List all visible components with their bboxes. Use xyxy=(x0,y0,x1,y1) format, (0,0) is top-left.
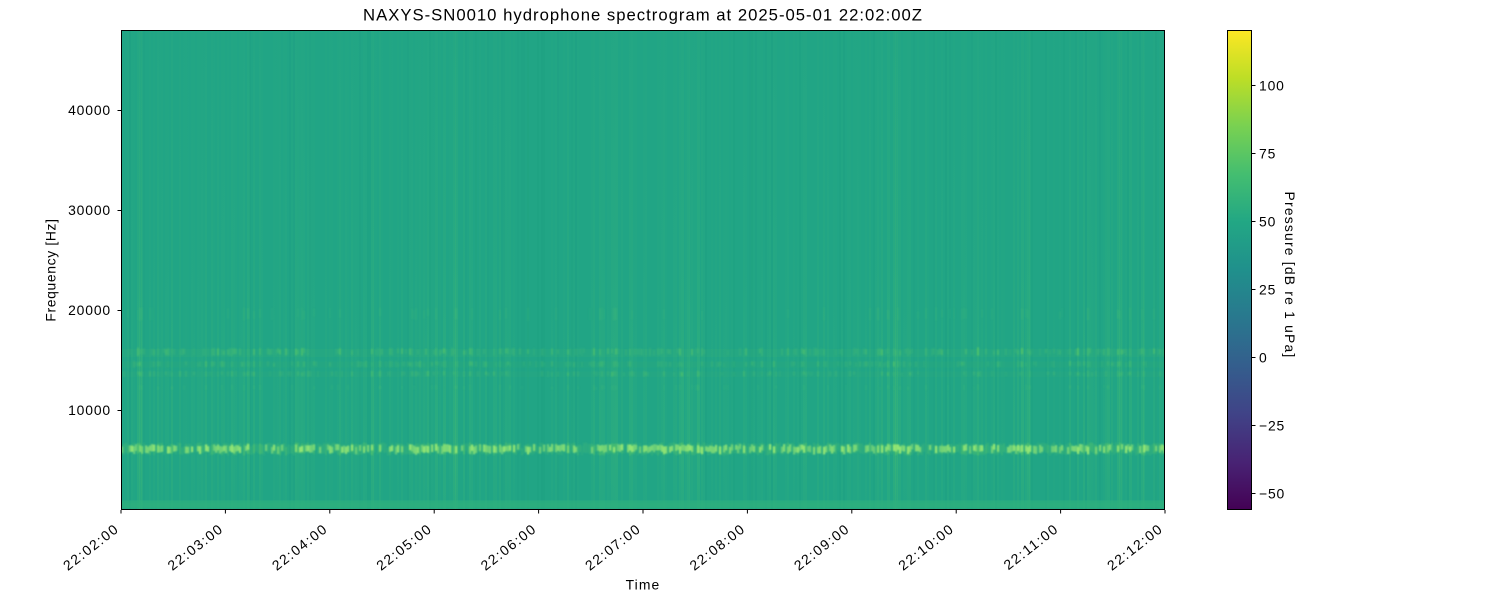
svg-text:Time: Time xyxy=(626,577,661,593)
svg-text:75: 75 xyxy=(1259,145,1276,161)
svg-text:−25: −25 xyxy=(1259,417,1285,433)
svg-text:Frequency [Hz]: Frequency [Hz] xyxy=(43,218,59,321)
svg-text:40000: 40000 xyxy=(68,102,111,118)
svg-text:30000: 30000 xyxy=(68,202,111,218)
svg-text:20000: 20000 xyxy=(68,302,111,318)
svg-text:NAXYS-SN0010 hydrophone spectr: NAXYS-SN0010 hydrophone spectrogram at 2… xyxy=(363,6,923,25)
svg-text:10000: 10000 xyxy=(68,402,111,418)
svg-text:100: 100 xyxy=(1259,77,1285,93)
svg-text:25: 25 xyxy=(1259,281,1276,297)
svg-text:0: 0 xyxy=(1259,349,1268,365)
svg-text:Pressure [dB re 1 uPa]: Pressure [dB re 1 uPa] xyxy=(1282,192,1298,359)
svg-text:50: 50 xyxy=(1259,213,1276,229)
svg-text:−50: −50 xyxy=(1259,485,1285,501)
